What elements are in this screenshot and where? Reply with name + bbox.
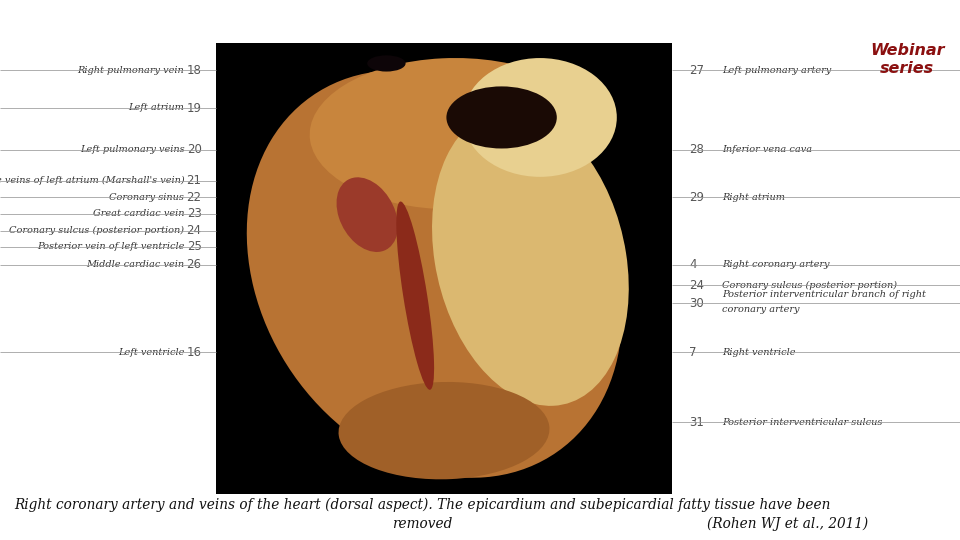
Text: Left pulmonary artery: Left pulmonary artery — [722, 66, 831, 75]
Text: Middle cardiac vein: Middle cardiac vein — [86, 260, 184, 269]
Ellipse shape — [247, 70, 622, 478]
Ellipse shape — [432, 110, 629, 406]
Text: 24: 24 — [186, 224, 202, 237]
Text: 22: 22 — [186, 191, 202, 204]
Ellipse shape — [367, 55, 405, 71]
Text: Oblique veins of left atrium (Marshall's vein): Oblique veins of left atrium (Marshall's… — [0, 177, 184, 185]
Text: 16: 16 — [186, 346, 202, 359]
Text: Coronary sinus: Coronary sinus — [109, 193, 184, 201]
Text: 20: 20 — [187, 143, 202, 156]
Text: Posterior interventricular branch of right: Posterior interventricular branch of rig… — [722, 291, 925, 299]
Bar — [216, 43, 672, 494]
Text: 30: 30 — [689, 297, 704, 310]
Text: Coronary sulcus (posterior portion): Coronary sulcus (posterior portion) — [722, 281, 897, 289]
Text: 31: 31 — [689, 416, 704, 429]
Text: 7: 7 — [689, 346, 697, 359]
Text: 23: 23 — [187, 207, 202, 220]
Text: 19: 19 — [186, 102, 202, 114]
Text: 28: 28 — [689, 143, 704, 156]
Ellipse shape — [339, 382, 549, 480]
Text: 29: 29 — [689, 191, 705, 204]
Text: Left atrium: Left atrium — [129, 104, 184, 112]
Text: 26: 26 — [186, 258, 202, 271]
Text: Posterior vein of left ventricle: Posterior vein of left ventricle — [36, 242, 184, 251]
Text: removed: removed — [393, 517, 452, 531]
Text: Great cardiac vein: Great cardiac vein — [93, 210, 184, 218]
Text: Right pulmonary vein: Right pulmonary vein — [78, 66, 184, 75]
Text: Right coronary artery and veins of the heart (dorsal aspect). The epicardium and: Right coronary artery and veins of the h… — [14, 498, 830, 512]
Ellipse shape — [310, 58, 597, 210]
Ellipse shape — [446, 86, 557, 148]
Text: Left ventricle: Left ventricle — [118, 348, 184, 356]
Text: 4: 4 — [689, 258, 697, 271]
Text: coronary artery: coronary artery — [722, 306, 800, 314]
Text: Inferior vena cava: Inferior vena cava — [722, 145, 812, 154]
Text: Right coronary artery: Right coronary artery — [722, 260, 829, 269]
Text: 25: 25 — [187, 240, 202, 253]
Text: 18: 18 — [187, 64, 202, 77]
Text: Coronary sulcus (posterior portion): Coronary sulcus (posterior portion) — [10, 226, 184, 235]
Ellipse shape — [463, 58, 616, 177]
Text: Webinar
series: Webinar series — [870, 43, 945, 76]
Ellipse shape — [396, 201, 434, 390]
Text: Right atrium: Right atrium — [722, 193, 785, 201]
Text: Posterior interventricular sulcus: Posterior interventricular sulcus — [722, 418, 882, 427]
Text: Left pulmonary veins: Left pulmonary veins — [80, 145, 184, 154]
Text: 21: 21 — [186, 174, 202, 187]
Text: 24: 24 — [689, 279, 705, 292]
Text: (Rohen WJ et al., 2011): (Rohen WJ et al., 2011) — [707, 517, 868, 531]
Text: 27: 27 — [689, 64, 705, 77]
Text: Right ventricle: Right ventricle — [722, 348, 796, 356]
Ellipse shape — [337, 177, 397, 252]
